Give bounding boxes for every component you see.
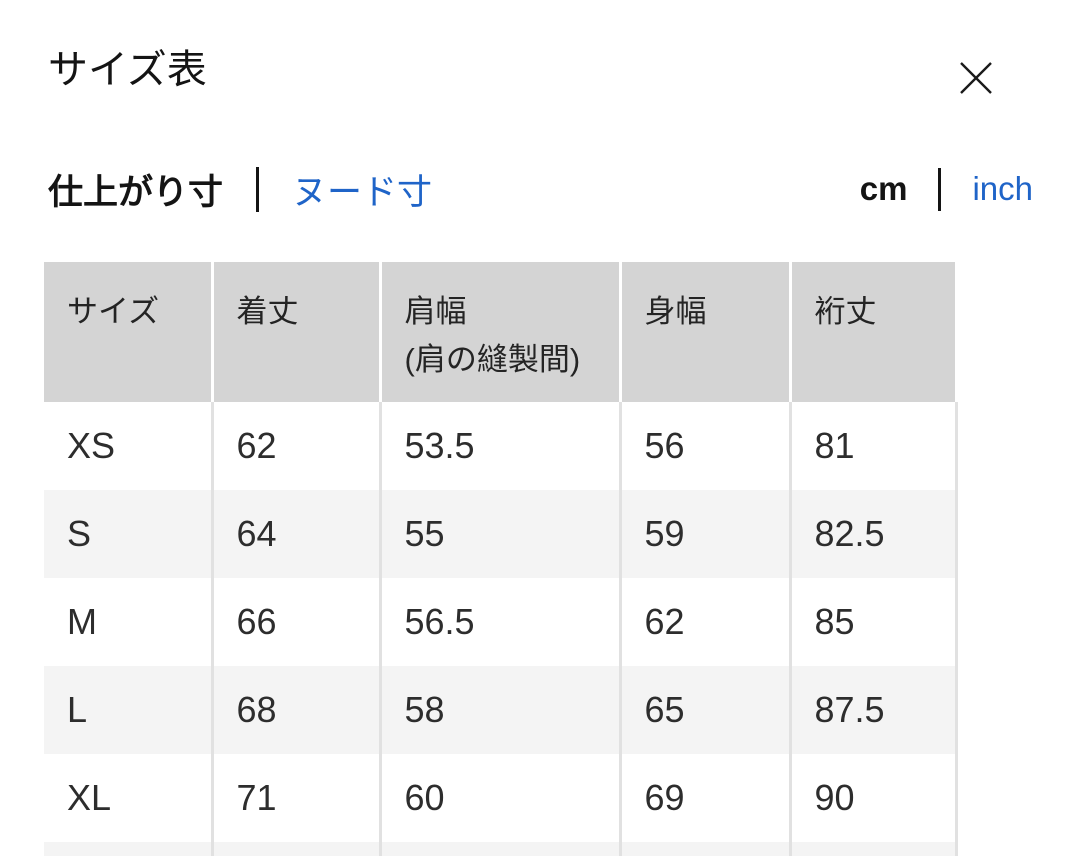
tab-nude-measurements[interactable]: ヌード寸 [292,172,433,212]
col-header-size: サイズ [44,262,214,402]
tab-finished-measurements[interactable]: 仕上がり寸 [48,172,224,212]
close-button[interactable] [956,58,996,98]
table-row-partial [44,842,958,856]
cell-value: 87.5 [790,666,958,754]
table-row: XS 62 53.5 56 81 [44,402,958,490]
cell-value [212,842,382,856]
cell-value: 62 [212,402,382,490]
measurement-type-toggle: 仕上がり寸 ヌード寸 [48,164,432,215]
cell-size: XS [44,402,214,490]
cell-value: 56 [620,402,792,490]
cell-value: 65 [620,666,792,754]
vertical-divider [938,167,942,211]
cell-value [620,842,792,856]
controls-row: 仕上がり寸 ヌード寸 cm inch [48,166,1033,212]
cell-value: 64 [212,490,382,578]
cell-value [380,842,622,856]
cell-value: 53.5 [380,402,622,490]
cell-value: 55 [380,490,622,578]
col-header-body-width: 身幅 [620,262,792,402]
cell-size: S [44,490,214,578]
tab-unit-cm[interactable]: cm [859,170,908,207]
cell-size: XL [44,754,214,842]
cell-value: 56.5 [380,578,622,666]
cell-size: M [44,578,214,666]
table-row: M 66 56.5 62 85 [44,578,958,666]
cell-value: 85 [790,578,958,666]
cell-value [790,842,958,856]
col-header-sleeve-length: 裄丈 [790,262,958,402]
cell-value: 58 [380,666,622,754]
cell-size [44,842,214,856]
cell-value: 68 [212,666,382,754]
close-icon [960,62,992,94]
cell-value: 82.5 [790,490,958,578]
cell-value: 81 [790,402,958,490]
vertical-divider [256,166,260,212]
cell-value: 66 [212,578,382,666]
table-row: XL 71 60 69 90 [44,754,958,842]
size-table: サイズ 着丈 肩幅 (肩の縫製間) 身幅 裄丈 XS 62 53.5 56 81 … [44,262,958,856]
table-header-row: サイズ 着丈 肩幅 (肩の縫製間) 身幅 裄丈 [44,262,958,402]
col-header-shoulder-width: 肩幅 (肩の縫製間) [380,262,622,402]
page-title: サイズ表 [48,48,207,92]
cell-value: 69 [620,754,792,842]
cell-value: 60 [380,754,622,842]
table-row: L 68 58 65 87.5 [44,666,958,754]
cell-size: L [44,666,214,754]
col-header-body-length: 着丈 [212,262,382,402]
cell-value: 59 [620,490,792,578]
cell-value: 71 [212,754,382,842]
cell-value: 62 [620,578,792,666]
cell-value: 90 [790,754,958,842]
tab-unit-inch[interactable]: inch [972,170,1033,207]
unit-toggle: cm inch [859,167,1033,211]
table-row: S 64 55 59 82.5 [44,490,958,578]
